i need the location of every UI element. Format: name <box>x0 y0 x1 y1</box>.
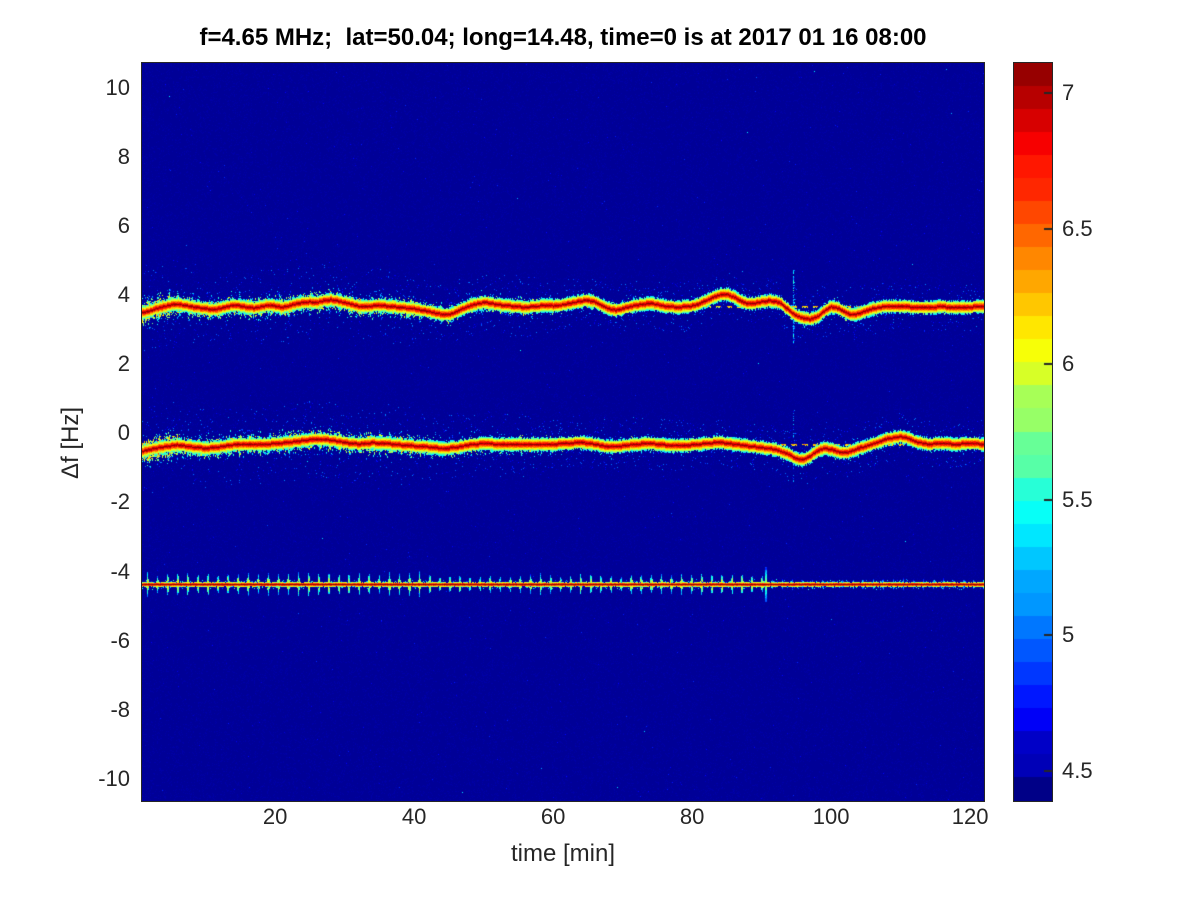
spectrogram-heatmap <box>141 62 985 802</box>
y-tick-label: 8 <box>117 143 130 169</box>
colorbar-tick-label: 4.5 <box>1062 758 1093 784</box>
x-axis-label: time [min] <box>510 840 615 867</box>
y-tick-label: -8 <box>110 696 130 722</box>
x-tick-label: 120 <box>951 804 989 829</box>
y-tick-label: 0 <box>117 420 130 446</box>
colorbar <box>1013 62 1053 802</box>
y-tick-label: -2 <box>110 489 130 515</box>
colorbar-tick-label: 7 <box>1062 79 1075 105</box>
colorbar-tick-label: 6.5 <box>1062 215 1093 241</box>
x-tick-label: 40 <box>401 804 427 829</box>
y-tick-label: -4 <box>110 558 130 584</box>
y-tick-label: -10 <box>98 765 130 791</box>
colorbar-tick-label: 6 <box>1062 351 1075 377</box>
colorbar-tick-label: 5 <box>1062 622 1075 648</box>
plot-title: f=4.65 MHz; lat=50.04; long=14.48, time=… <box>199 24 927 51</box>
x-tick-label: 100 <box>812 804 850 829</box>
y-tick-label: 2 <box>117 351 130 377</box>
x-tick-label: 60 <box>540 804 566 829</box>
colorbar-tick-label: 5.5 <box>1062 486 1093 512</box>
x-tick-label: 80 <box>679 804 705 829</box>
y-tick-label: 6 <box>117 213 130 239</box>
y-tick-label: 4 <box>117 282 130 308</box>
x-tick-label: 20 <box>262 804 288 829</box>
y-tick-label: -6 <box>110 627 130 653</box>
y-tick-label: 10 <box>105 74 130 100</box>
